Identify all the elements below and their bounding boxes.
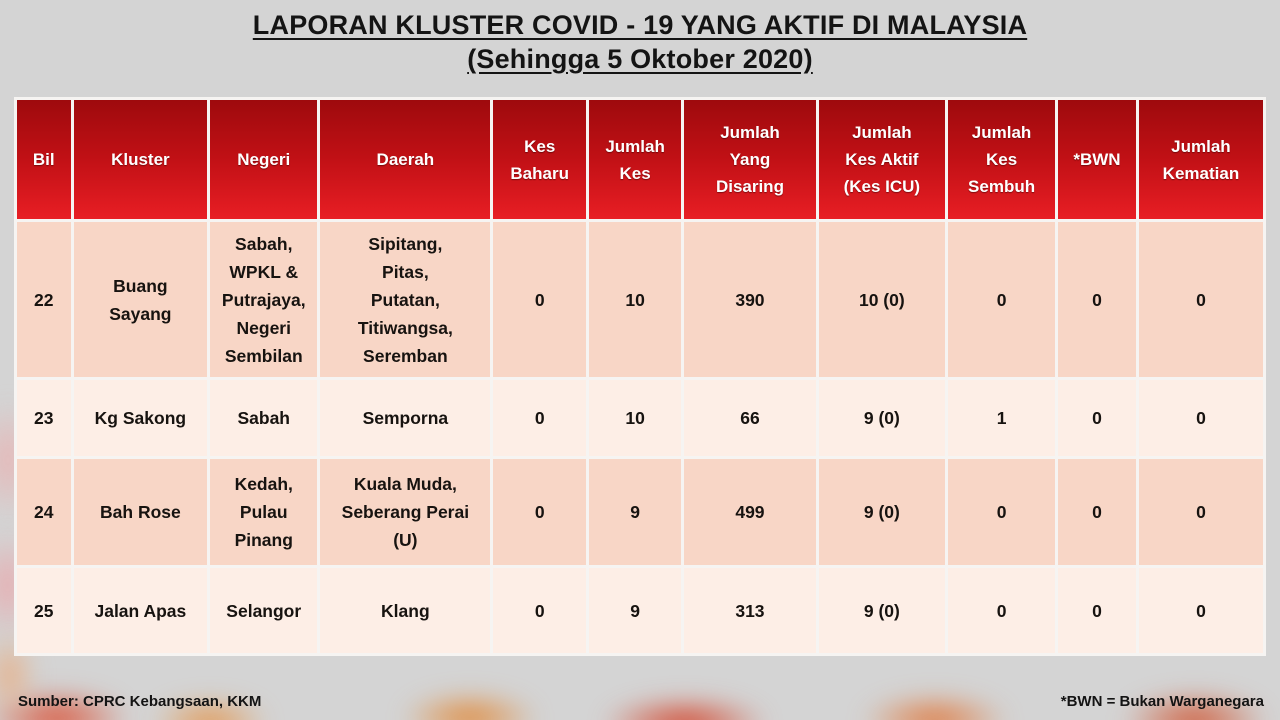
- table-cell: 0: [1138, 222, 1263, 377]
- table-cell: 9 (0): [818, 568, 946, 653]
- source-note: Sumber: CPRC Kebangsaan, KKM: [18, 693, 262, 710]
- table-cell: Sabah: [210, 380, 318, 456]
- col-header-bil: Bil: [17, 100, 71, 219]
- table-cell: 0: [1138, 568, 1263, 653]
- table-cell: 0: [1058, 459, 1136, 565]
- table-cell: 0: [948, 459, 1056, 565]
- table-cell: Sabah, WPKL & Putrajaya, Negeri Sembilan: [210, 222, 318, 377]
- col-header-bwn: *BWN: [1058, 100, 1136, 219]
- table-cell: 9: [588, 568, 682, 653]
- col-header-kematian: Jumlah Kematian: [1138, 100, 1263, 219]
- table-cell: 9: [588, 459, 682, 565]
- table-cell: 10: [588, 222, 682, 377]
- table-cell: Selangor: [210, 568, 318, 653]
- table-row: 23 Kg Sakong Sabah Semporna 0 10 66 9 (0…: [17, 380, 1263, 456]
- table-cell: 10: [588, 380, 682, 456]
- page-title-line2: (Sehingga 5 Oktober 2020): [467, 44, 813, 74]
- table-cell: 0: [493, 568, 586, 653]
- table-cell: 9 (0): [818, 380, 946, 456]
- table-cell: Semporna: [320, 380, 491, 456]
- table-row: 25 Jalan Apas Selangor Klang 0 9 313 9 (…: [17, 568, 1263, 653]
- table-cell: 0: [1138, 459, 1263, 565]
- col-header-kluster: Kluster: [73, 100, 208, 219]
- table-cell: Sipitang, Pitas, Putatan, Titiwangsa, Se…: [320, 222, 491, 377]
- col-header-kes-aktif: Jumlah Kes Aktif (Kes ICU): [818, 100, 946, 219]
- background-photo-blur: [600, 695, 770, 720]
- table-cell: 22: [17, 222, 71, 377]
- col-header-daerah: Daerah: [320, 100, 491, 219]
- col-header-kes-sembuh: Jumlah Kes Sembuh: [948, 100, 1056, 219]
- table-cell: Jalan Apas: [73, 568, 208, 653]
- page-title: LAPORAN KLUSTER COVID - 19 YANG AKTIF DI…: [0, 8, 1280, 76]
- page-title-line1: LAPORAN KLUSTER COVID - 19 YANG AKTIF DI…: [252, 10, 1028, 40]
- table-cell: 0: [948, 222, 1056, 377]
- table-cell: Kg Sakong: [73, 380, 208, 456]
- table-row: 24 Bah Rose Kedah, Pulau Pinang Kuala Mu…: [17, 459, 1263, 565]
- background-photo-blur: [860, 692, 1010, 720]
- table-cell: 0: [1138, 380, 1263, 456]
- col-header-jumlah-disaring: Jumlah Yang Disaring: [684, 100, 816, 219]
- table-cell: 0: [1058, 568, 1136, 653]
- table-cell: 24: [17, 459, 71, 565]
- col-header-jumlah-kes: Jumlah Kes: [588, 100, 682, 219]
- background-photo-blur: [400, 690, 540, 720]
- table-cell: Bah Rose: [73, 459, 208, 565]
- table-cell: 0: [493, 459, 586, 565]
- table-cell: 499: [684, 459, 816, 565]
- col-header-kes-baharu: Kes Baharu: [493, 100, 586, 219]
- col-header-negeri: Negeri: [210, 100, 318, 219]
- table-row: 22 Buang Sayang Sabah, WPKL & Putrajaya,…: [17, 222, 1263, 377]
- table-cell: 0: [1058, 222, 1136, 377]
- bwn-legend-note: *BWN = Bukan Warganegara: [1060, 693, 1264, 710]
- table-cell: 0: [948, 568, 1056, 653]
- table-cell: 9 (0): [818, 459, 946, 565]
- table-cell: 0: [493, 380, 586, 456]
- table-cell: 0: [493, 222, 586, 377]
- table-cell: 66: [684, 380, 816, 456]
- table-cell: 25: [17, 568, 71, 653]
- table-cell: 0: [1058, 380, 1136, 456]
- table-cell: Buang Sayang: [73, 222, 208, 377]
- table-cell: 23: [17, 380, 71, 456]
- header-row: Bil Kluster Negeri Daerah Kes Baharu Jum…: [17, 100, 1263, 219]
- covid-cluster-table: Bil Kluster Negeri Daerah Kes Baharu Jum…: [14, 97, 1266, 656]
- table-cell: Klang: [320, 568, 491, 653]
- table-cell: 1: [948, 380, 1056, 456]
- table-cell: 10 (0): [818, 222, 946, 377]
- table-cell: Kuala Muda, Seberang Perai (U): [320, 459, 491, 565]
- table-cell: Kedah, Pulau Pinang: [210, 459, 318, 565]
- table-cell: 390: [684, 222, 816, 377]
- table-cell: 313: [684, 568, 816, 653]
